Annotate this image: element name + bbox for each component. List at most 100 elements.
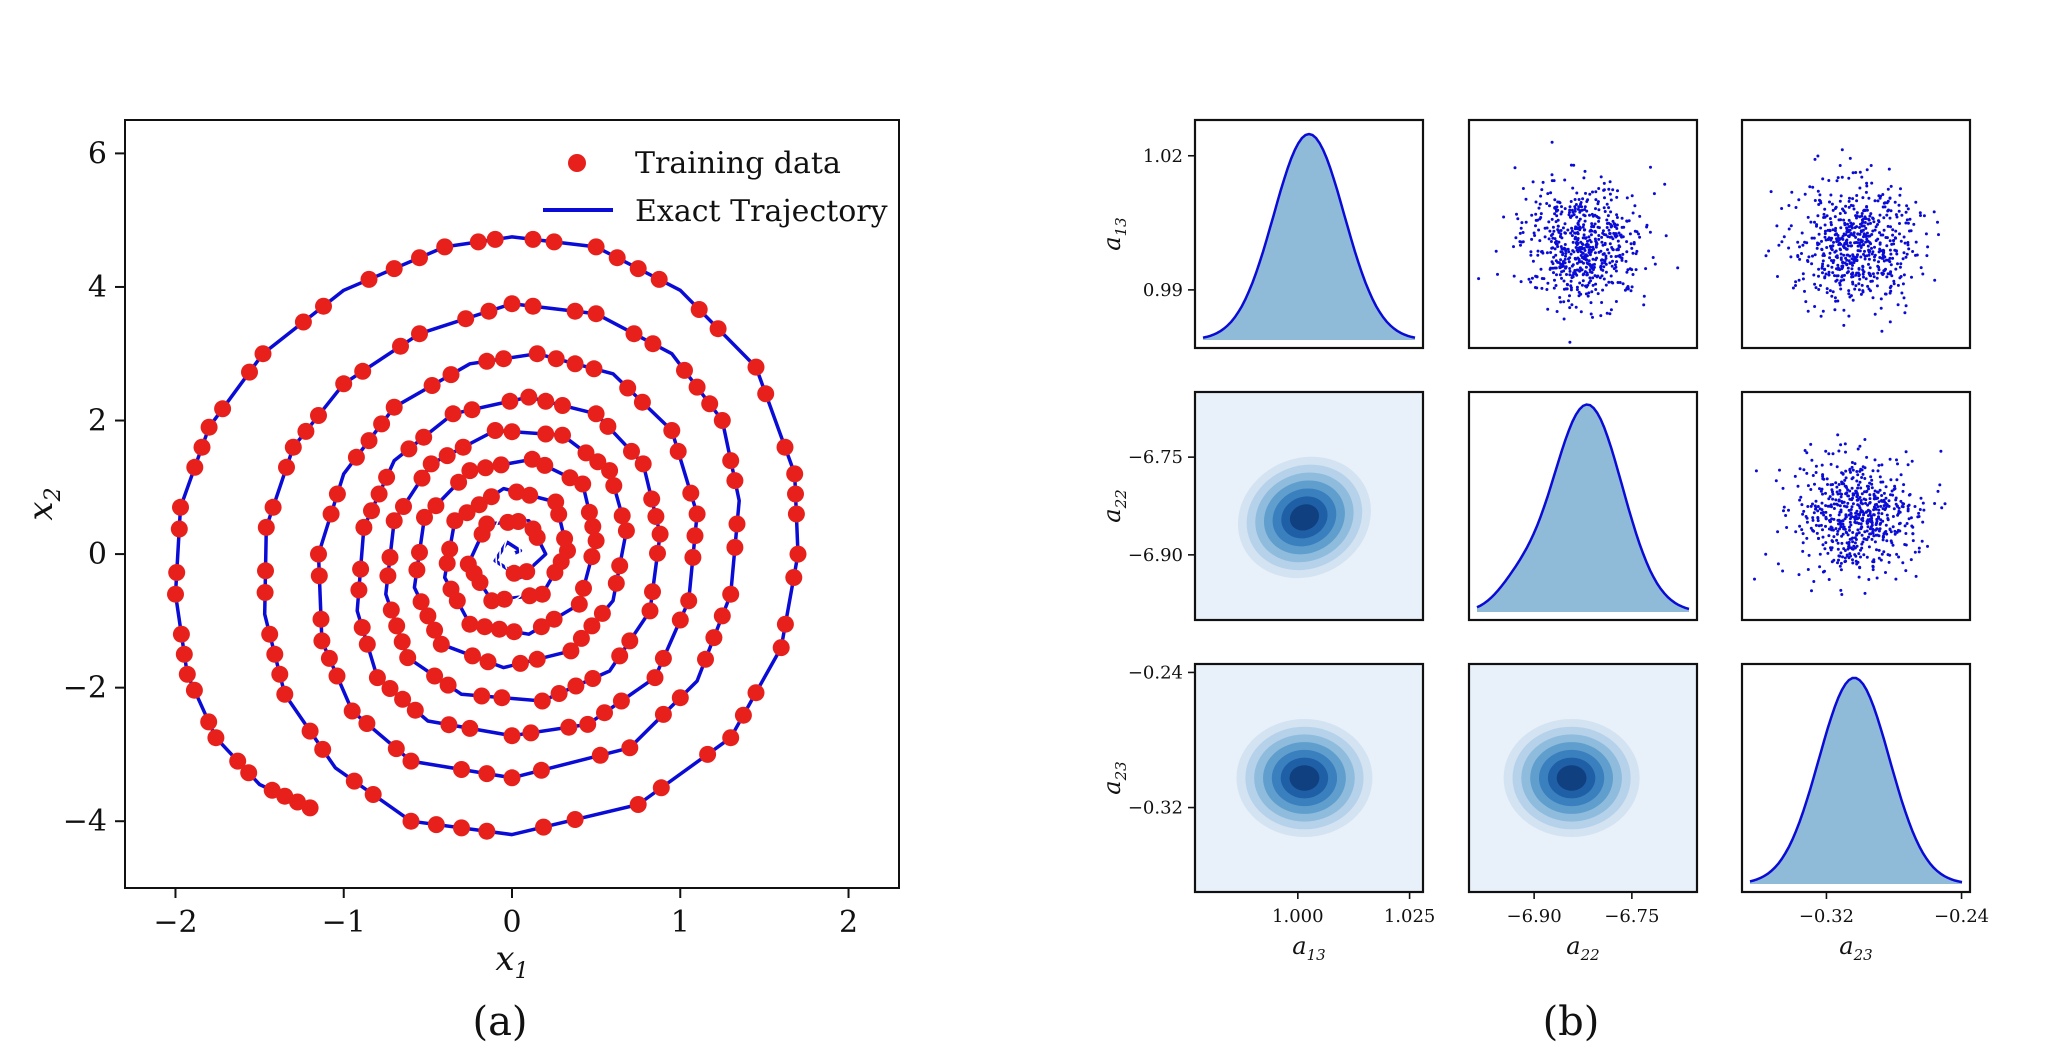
posterior-sample-point (1847, 540, 1851, 544)
posterior-sample-point (1896, 283, 1900, 287)
training-data-point (172, 498, 189, 516)
training-data-point (629, 260, 647, 278)
posterior-sample-point (1839, 561, 1843, 565)
posterior-sample-point (1904, 532, 1908, 535)
posterior-sample-point (1846, 547, 1850, 551)
posterior-sample-point (1575, 215, 1579, 219)
training-data-point (358, 715, 376, 732)
posterior-sample-point (1853, 226, 1857, 230)
training-data-point (426, 667, 444, 685)
posterior-sample-point (1933, 502, 1937, 505)
posterior-sample-point (1775, 224, 1779, 228)
posterior-sample-point (1854, 515, 1858, 519)
posterior-sample-point (1629, 242, 1633, 246)
posterior-sample-point (1844, 450, 1847, 454)
posterior-sample-point (1571, 210, 1575, 214)
posterior-sample-point (1863, 221, 1867, 224)
posterior-sample-point (1561, 252, 1565, 255)
posterior-sample-point (1917, 550, 1921, 554)
posterior-sample-point (1838, 527, 1841, 531)
subplot-frame (1740, 118, 1972, 350)
posterior-sample-point (1550, 173, 1554, 177)
posterior-sample-point (1524, 220, 1528, 224)
posterior-sample-point (1865, 205, 1869, 209)
posterior-sample-point (1835, 485, 1839, 489)
training-data-point (364, 786, 382, 803)
posterior-sample-point (1836, 541, 1840, 545)
posterior-sample-point (1625, 250, 1629, 254)
posterior-sample-point (1817, 203, 1821, 206)
posterior-sample-point (1835, 532, 1839, 536)
posterior-sample-point (1562, 269, 1566, 273)
posterior-sample-point (1593, 222, 1597, 226)
posterior-sample-point (1896, 462, 1899, 466)
posterior-sample-point (1866, 222, 1870, 226)
posterior-sample-point (1604, 283, 1608, 287)
posterior-sample-point (1897, 209, 1901, 213)
posterior-sample-point (1884, 485, 1888, 489)
posterior-sample-point (1813, 157, 1817, 161)
posterior-sample-point (1866, 244, 1870, 248)
posterior-sample-point (1638, 235, 1642, 239)
posterior-sample-point (1578, 281, 1582, 285)
training-data-point (406, 701, 424, 719)
posterior-sample-point (1807, 255, 1811, 259)
posterior-sample-point (1824, 541, 1828, 545)
training-data-point (697, 650, 714, 668)
posterior-sample-point (1549, 191, 1553, 195)
posterior-sample-point (1583, 169, 1587, 173)
y-tick-label: −6.75 (1128, 447, 1183, 468)
training-data-point (570, 595, 588, 613)
training-data-point (368, 669, 386, 687)
posterior-sample-point (1839, 252, 1843, 256)
posterior-sample-point (1632, 242, 1636, 246)
posterior-sample-point (1813, 305, 1817, 308)
posterior-sample-point (1571, 240, 1575, 244)
posterior-sample-point (1616, 281, 1620, 284)
posterior-sample-point (1628, 232, 1632, 236)
posterior-sample-point (1917, 546, 1921, 550)
posterior-sample-point (1552, 271, 1555, 275)
training-data-point (178, 665, 196, 683)
posterior-sample-point (1879, 504, 1883, 508)
posterior-sample-point (1856, 498, 1860, 502)
training-data-point (314, 740, 332, 758)
posterior-sample-point (1608, 261, 1612, 265)
posterior-sample-point (1888, 216, 1892, 220)
posterior-sample-point (1920, 539, 1924, 543)
posterior-sample-point (1885, 244, 1889, 248)
posterior-sample-point (1839, 279, 1843, 283)
posterior-sample-point (1821, 492, 1824, 496)
posterior-sample-point (1851, 197, 1855, 201)
posterior-sample-point (1905, 204, 1909, 208)
posterior-sample-point (1513, 166, 1517, 170)
posterior-sample-point (1585, 242, 1589, 246)
posterior-sample-point (1621, 252, 1625, 256)
training-data-point (757, 385, 775, 403)
posterior-sample-point (1867, 545, 1871, 549)
posterior-sample-point (1798, 245, 1801, 249)
posterior-sample-point (1810, 589, 1813, 593)
posterior-sample-point (1815, 223, 1819, 227)
posterior-sample-point (1906, 221, 1910, 225)
posterior-sample-point (1844, 469, 1848, 473)
posterior-sample-point (1546, 307, 1550, 311)
training-data-point (726, 538, 744, 556)
posterior-sample-point (1835, 465, 1839, 469)
posterior-sample-point (1538, 202, 1542, 206)
posterior-sample-point (1844, 233, 1848, 237)
posterior-sample-point (1548, 267, 1552, 271)
posterior-sample-point (1868, 527, 1872, 531)
posterior-sample-point (1796, 255, 1800, 259)
posterior-sample-point (1814, 523, 1818, 527)
posterior-sample-point (1866, 514, 1870, 518)
posterior-sample-point (1850, 275, 1854, 279)
posterior-sample-point (1851, 547, 1855, 551)
posterior-sample-point (1836, 267, 1840, 271)
training-data-point (533, 692, 551, 710)
posterior-sample-point (1582, 213, 1586, 217)
posterior-sample-point (1540, 188, 1544, 192)
posterior-sample-point (1841, 555, 1844, 559)
posterior-sample-point (1827, 270, 1831, 274)
